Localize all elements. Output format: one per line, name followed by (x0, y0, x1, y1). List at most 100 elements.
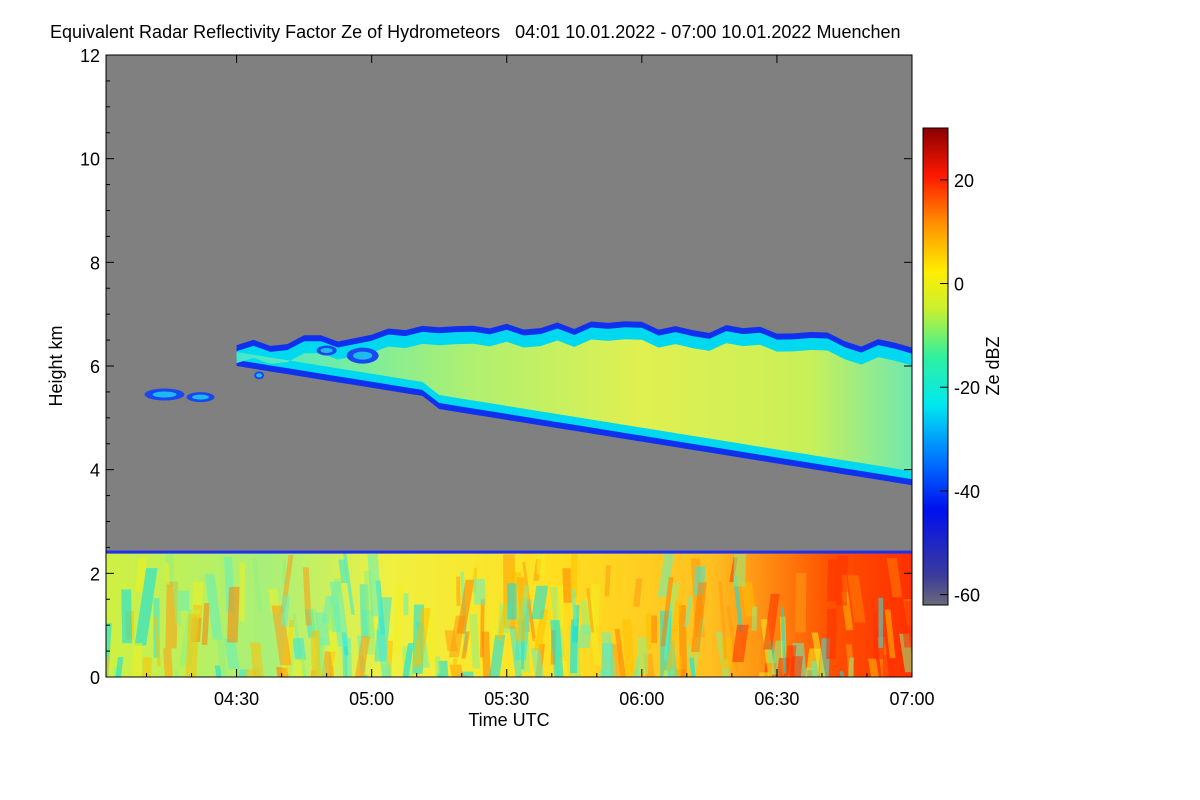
low-layer-streak (886, 558, 903, 598)
y-axis: 0 2 4 6 8 10 12 (80, 46, 912, 688)
low-layer-streak (660, 577, 674, 647)
low-layer-streak (795, 572, 807, 633)
low-layer-streak (435, 656, 442, 677)
low-layer-streak (486, 635, 506, 677)
low-layer-streak (996, 671, 1012, 716)
low-layer-streak (469, 614, 481, 669)
low-layer-streak (847, 575, 866, 623)
low-layer-streak (534, 609, 549, 651)
colorbar-label: Ze dBZ (983, 336, 1003, 395)
low-layer-streak (450, 658, 458, 677)
low-layer-streak (374, 597, 392, 662)
low-layer-streak (367, 554, 382, 617)
low-layer-streak (227, 586, 240, 643)
low-layer-streak (731, 624, 749, 663)
low-layer-streak (562, 568, 572, 603)
x-tick-label: 07:00 (889, 689, 934, 709)
low-layer-streak (918, 620, 923, 669)
low-layer-streak (106, 657, 110, 677)
low-layer-streak (50, 569, 70, 640)
low-layer-streak (354, 636, 371, 677)
y-tick-label: 6 (90, 357, 100, 377)
low-layer-streak (282, 559, 286, 586)
low-layer-streak (984, 586, 997, 655)
low-layer-streak (41, 569, 56, 625)
low-layer-streak (621, 619, 636, 677)
low-layer-streak (599, 669, 618, 677)
low-layer-streak (216, 638, 231, 677)
low-layer-streak (342, 635, 349, 677)
low-layer-streak (62, 590, 75, 629)
colorbar-tick-label: 20 (954, 171, 974, 191)
low-layer-streak (557, 585, 564, 628)
low-layer-streak (164, 562, 170, 585)
low-layer-streak (718, 581, 728, 660)
low-layer-streak (530, 648, 549, 677)
low-layer-streak (683, 596, 693, 627)
colorbar-ticks: 20 0 -20 -40 -60 (940, 171, 980, 606)
low-layer-streak (804, 670, 815, 677)
heatmap-plot (28, 55, 1012, 733)
low-layer-streak (191, 581, 204, 618)
low-layer-streak (338, 559, 348, 584)
low-layer-streak (570, 552, 578, 599)
low-layer-streak (239, 562, 246, 622)
isolated-echo-core (192, 394, 209, 400)
low-layer-streak (363, 571, 375, 639)
low-layer-streak (185, 614, 200, 677)
low-layer-streak (280, 595, 290, 626)
low-layer-streak (28, 568, 35, 592)
low-layer-streak (531, 585, 549, 620)
low-layer-streak (586, 588, 595, 633)
low-layer-streak (135, 558, 147, 592)
low-layer-streak (113, 657, 124, 677)
low-layer-streak (271, 605, 292, 666)
low-layer-streak (811, 632, 830, 677)
low-layer-streak (569, 619, 579, 674)
low-layer-streak (163, 648, 176, 677)
low-layer-streak (645, 613, 652, 650)
low-layer-top-edge (106, 550, 912, 554)
low-layer-streak (451, 576, 457, 611)
low-layer-streak (904, 601, 912, 669)
low-layer-streak (481, 631, 492, 677)
low-layer-streak (958, 601, 970, 643)
isolated-echo-core (320, 347, 333, 353)
low-layer-streak (884, 609, 896, 659)
low-layer-streak (393, 581, 404, 656)
low-layer-streak (106, 623, 112, 677)
low-layer-streak (134, 568, 158, 646)
low-layer-streak (141, 657, 152, 677)
low-layer-streak (899, 633, 912, 673)
low-layer-streak (327, 622, 339, 666)
low-layer-streak (461, 631, 470, 659)
isolated-echo-core (152, 391, 177, 398)
low-layer-streak (302, 567, 312, 626)
low-layer-streak (678, 675, 694, 677)
low-layer-streak (201, 603, 210, 645)
x-tick-label: 05:00 (349, 689, 394, 709)
low-layer-streak (403, 593, 409, 616)
low-layer-streak (753, 654, 762, 677)
low-layer-streak (328, 651, 337, 677)
low-layer-streak (675, 673, 687, 677)
low-layer-streak (251, 558, 263, 613)
low-layer-streak (657, 552, 675, 597)
colorbar (922, 127, 949, 606)
y-tick-label: 8 (90, 253, 100, 273)
y-tick-label: 12 (80, 46, 100, 66)
low-layer-streak (663, 603, 672, 660)
low-layer-streak (637, 637, 649, 674)
chart-title: Equivalent Radar Reflectivity Factor Ze … (50, 22, 901, 42)
low-layer-streak (902, 625, 912, 648)
low-layer-streak (878, 597, 884, 648)
low-layer-streak (153, 617, 161, 667)
low-layer-streak (665, 600, 682, 670)
colorbar-tick-label: 0 (954, 275, 964, 295)
x-axis-label: Time UTC (468, 710, 549, 730)
low-layer-streak (957, 672, 975, 733)
low-layer-streak (444, 630, 458, 652)
low-layer-streak (531, 674, 540, 677)
low-layer-streak (288, 659, 305, 677)
